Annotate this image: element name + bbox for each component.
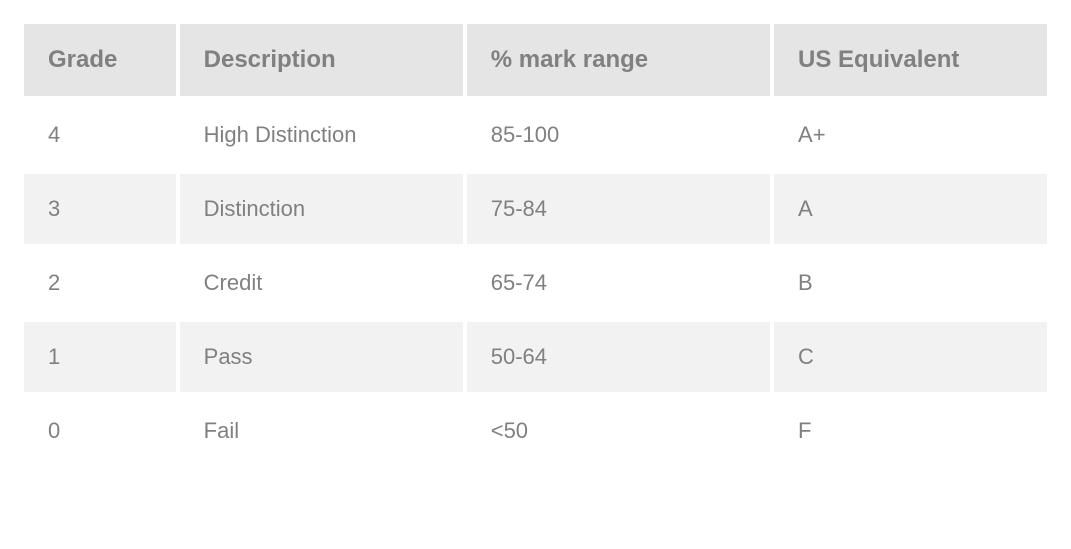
cell-range: 50-64 bbox=[467, 322, 770, 392]
column-header-us: US Equivalent bbox=[774, 24, 1047, 96]
grade-table-container: Grade Description % mark range US Equiva… bbox=[20, 20, 1051, 470]
cell-grade: 2 bbox=[24, 248, 176, 318]
cell-grade: 4 bbox=[24, 100, 176, 170]
column-header-grade: Grade bbox=[24, 24, 176, 96]
column-header-range: % mark range bbox=[467, 24, 770, 96]
cell-us: C bbox=[774, 322, 1047, 392]
cell-description: Pass bbox=[180, 322, 463, 392]
table-header-row: Grade Description % mark range US Equiva… bbox=[24, 24, 1047, 96]
cell-description: Fail bbox=[180, 396, 463, 466]
cell-description: High Distinction bbox=[180, 100, 463, 170]
cell-grade: 3 bbox=[24, 174, 176, 244]
cell-description: Credit bbox=[180, 248, 463, 318]
cell-description: Distinction bbox=[180, 174, 463, 244]
cell-us: A bbox=[774, 174, 1047, 244]
cell-range: 85-100 bbox=[467, 100, 770, 170]
cell-grade: 1 bbox=[24, 322, 176, 392]
cell-range: <50 bbox=[467, 396, 770, 466]
table-row: 4 High Distinction 85-100 A+ bbox=[24, 100, 1047, 170]
table-row: 1 Pass 50-64 C bbox=[24, 322, 1047, 392]
cell-range: 65-74 bbox=[467, 248, 770, 318]
cell-us: B bbox=[774, 248, 1047, 318]
table-row: 2 Credit 65-74 B bbox=[24, 248, 1047, 318]
cell-grade: 0 bbox=[24, 396, 176, 466]
cell-us: F bbox=[774, 396, 1047, 466]
cell-us: A+ bbox=[774, 100, 1047, 170]
grade-table: Grade Description % mark range US Equiva… bbox=[20, 20, 1051, 470]
table-row: 0 Fail <50 F bbox=[24, 396, 1047, 466]
column-header-description: Description bbox=[180, 24, 463, 96]
table-row: 3 Distinction 75-84 A bbox=[24, 174, 1047, 244]
cell-range: 75-84 bbox=[467, 174, 770, 244]
